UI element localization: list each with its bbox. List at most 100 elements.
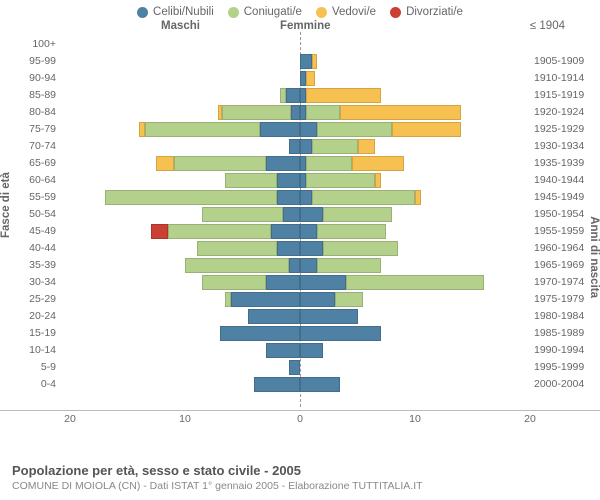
bar-female: [300, 241, 398, 256]
age-label: 10-14: [0, 344, 60, 356]
bar-segment: [300, 224, 317, 239]
bar-segment: [312, 190, 416, 205]
birth-year-label: 1950-1954: [530, 208, 600, 220]
bar-segment: [222, 105, 291, 120]
x-axis-tick: 20: [64, 413, 76, 425]
legend-swatch: [390, 7, 401, 18]
age-row: 80-841920-1924: [0, 104, 600, 121]
bar-segment: [340, 105, 461, 120]
age-row: 45-491955-1959: [0, 223, 600, 240]
bar-segment: [300, 139, 312, 154]
bar-female: [300, 54, 317, 69]
birth-year-label: 2000-2004: [530, 378, 600, 390]
legend-label: Coniugati/e: [244, 6, 302, 18]
birth-year-label: 1995-1999: [530, 361, 600, 373]
bar-segment: [335, 292, 364, 307]
bar-female: [300, 343, 323, 358]
age-row: 95-99 1905-1909: [0, 53, 600, 70]
age-row: 85-891915-1919: [0, 87, 600, 104]
legend-swatch: [228, 7, 239, 18]
age-label: 0-4: [0, 378, 60, 390]
age-row: 50-54 1950-1954: [0, 206, 600, 223]
bar-segment: [277, 241, 300, 256]
birth-year-label: 1965-1969: [530, 259, 600, 271]
x-axis-tick: 0: [297, 413, 303, 425]
legend-label: Celibi/Nubili: [153, 6, 214, 18]
age-row: 10-14 1990-1994: [0, 342, 600, 359]
bar-segment: [306, 105, 341, 120]
age-label: 70-74: [0, 140, 60, 152]
bar-segment: [300, 207, 323, 222]
bar-segment: [185, 258, 289, 273]
bar-segment: [352, 156, 404, 171]
age-label: 95-99: [0, 55, 60, 67]
age-label: 35-39: [0, 259, 60, 271]
age-label: 55-59: [0, 191, 60, 203]
bar-male: [220, 326, 301, 341]
bar-segment: [168, 224, 272, 239]
birth-year-label: 1920-1924: [530, 106, 600, 118]
legend-swatch: [316, 7, 327, 18]
bar-segment: [271, 224, 300, 239]
bar-male: [151, 224, 301, 239]
bar-segment: [317, 224, 386, 239]
bar-male: [225, 173, 300, 188]
birth-year-label: 1980-1984: [530, 310, 600, 322]
bar-segment: [277, 190, 300, 205]
age-row: 90-941910-1914: [0, 70, 600, 87]
age-row: 0-4 2000-2004: [0, 376, 600, 393]
bar-segment: [312, 139, 358, 154]
bar-female: [300, 88, 381, 103]
bar-segment: [220, 326, 301, 341]
bar-segment: [300, 258, 317, 273]
bar-segment: [300, 190, 312, 205]
age-label: 45-49: [0, 225, 60, 237]
bar-male: [266, 343, 301, 358]
age-label: 90-94: [0, 72, 60, 84]
bar-segment: [300, 241, 323, 256]
bar-segment: [266, 343, 301, 358]
pyramid-chart: Fasce di età Anni di nascita 100+95-9919…: [0, 32, 600, 427]
bar-female: [300, 258, 381, 273]
age-label: 40-44: [0, 242, 60, 254]
age-row: 65-691935-1939: [0, 155, 600, 172]
age-label: 50-54: [0, 208, 60, 220]
birth-year-label: 1940-1944: [530, 174, 600, 186]
age-label: 15-19: [0, 327, 60, 339]
bar-segment: [225, 173, 277, 188]
header-male: Maschi: [0, 20, 240, 32]
legend-label: Divorziati/e: [406, 6, 463, 18]
age-row: 30-341970-1974: [0, 274, 600, 291]
birth-year-label: 1990-1994: [530, 344, 600, 356]
bar-segment: [306, 71, 315, 86]
birth-year-label: 1905-1909: [530, 55, 600, 67]
age-row: 5-91995-1999: [0, 359, 600, 376]
bar-segment: [105, 190, 278, 205]
bar-male: [139, 122, 300, 137]
bar-female: [300, 122, 461, 137]
bar-female: [300, 292, 363, 307]
bar-female: [300, 207, 392, 222]
bar-male: [202, 207, 300, 222]
age-row: 70-741930-1934: [0, 138, 600, 155]
bar-segment: [266, 275, 301, 290]
age-label: 100+: [0, 38, 60, 50]
bar-segment: [289, 139, 301, 154]
bar-male: [248, 309, 300, 324]
birth-year-label: 1970-1974: [530, 276, 600, 288]
bar-segment: [346, 275, 484, 290]
birth-year-label: 1925-1929: [530, 123, 600, 135]
age-row: 20-24 1980-1984: [0, 308, 600, 325]
bar-female: [300, 326, 381, 341]
bar-segment: [300, 326, 381, 341]
age-label: 20-24: [0, 310, 60, 322]
age-label: 75-79: [0, 123, 60, 135]
header-year-top: ≤ 1904: [530, 20, 565, 32]
bar-segment: [300, 275, 346, 290]
x-axis-tick: 10: [409, 413, 421, 425]
bar-male: [185, 258, 300, 273]
age-row: 40-441960-1964: [0, 240, 600, 257]
age-row: 15-191985-1989: [0, 325, 600, 342]
bar-segment: [289, 360, 301, 375]
header-female: Femmine: [240, 20, 480, 32]
